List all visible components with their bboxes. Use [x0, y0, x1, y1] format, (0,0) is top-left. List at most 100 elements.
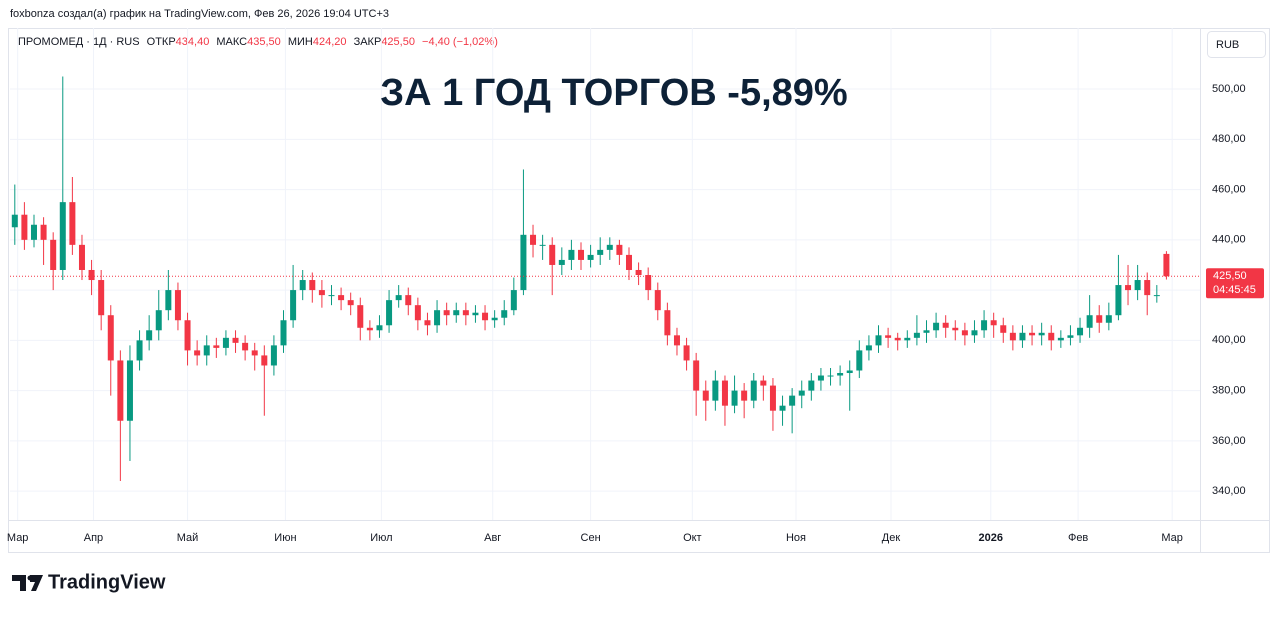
- candle-body: [779, 405, 786, 411]
- candle-body: [30, 224, 37, 240]
- last-price-badge: [1206, 268, 1264, 299]
- candle-body: [635, 269, 642, 276]
- candle-body: [846, 370, 853, 374]
- candle-body: [1144, 280, 1151, 296]
- chart-frame: [8, 28, 1270, 553]
- y-tick-label: 480,00: [1212, 133, 1246, 145]
- candle-body: [1125, 285, 1132, 291]
- candle-body: [750, 380, 757, 401]
- x-tick-label: Мар: [1161, 532, 1183, 544]
- logo-icon: [12, 575, 43, 591]
- open-value: 434,40: [176, 36, 210, 48]
- candle-body: [760, 380, 767, 386]
- x-tick-label: 2026: [979, 532, 1003, 544]
- candle-body: [1115, 285, 1122, 316]
- currency[interactable]: RUB: [1216, 39, 1239, 51]
- x-tick-label: Апр: [84, 532, 103, 544]
- logo-text: TradingView: [48, 571, 166, 593]
- candle-body: [117, 360, 124, 421]
- candle-body: [98, 280, 105, 316]
- close-label: ЗАКР: [354, 36, 382, 48]
- candle-body: [376, 325, 383, 331]
- candle-body: [395, 295, 402, 301]
- countdown: 04:45:45: [1213, 284, 1256, 296]
- low-value: 424,20: [313, 36, 347, 48]
- candle-body: [875, 335, 882, 346]
- candle-body: [539, 244, 546, 246]
- candle-body: [645, 275, 652, 291]
- x-tick-label: Май: [177, 532, 199, 544]
- candle-body: [971, 330, 978, 336]
- candle-body: [1009, 332, 1016, 341]
- candle-body: [597, 249, 604, 255]
- candle-body: [107, 315, 114, 361]
- x-tick-label: Окт: [683, 532, 702, 544]
- candle-body: [347, 300, 354, 306]
- candle-body: [434, 310, 441, 326]
- candle-body: [386, 300, 393, 326]
- candle-body: [673, 335, 680, 346]
- candle-body: [510, 290, 517, 311]
- candle-body: [904, 337, 911, 341]
- candle-body: [616, 244, 623, 255]
- last-price-label: 425,50: [1213, 270, 1247, 282]
- candle-body: [69, 202, 76, 245]
- candle-body: [606, 244, 613, 250]
- candle-body: [213, 345, 220, 348]
- x-tick-label: Сен: [581, 532, 601, 544]
- candle-body: [414, 305, 421, 321]
- candle-body: [174, 290, 181, 321]
- candle-body: [721, 380, 728, 406]
- candle-body: [1000, 325, 1007, 333]
- currency-button[interactable]: [1207, 31, 1266, 58]
- x-tick-label: Мар: [7, 532, 29, 544]
- candle-body: [837, 373, 844, 376]
- candle-body: [251, 350, 258, 356]
- high-value: 435,50: [247, 36, 281, 48]
- close-value: 425,50: [381, 36, 415, 48]
- candle-body: [942, 322, 949, 328]
- y-tick-label: 340,00: [1212, 485, 1246, 497]
- candle-body: [366, 327, 373, 331]
- candle-body: [798, 390, 805, 396]
- candle-body: [558, 259, 565, 265]
- candle-body: [952, 327, 959, 331]
- candle-body: [482, 312, 489, 321]
- candle-body: [923, 330, 930, 333]
- candle-body: [261, 355, 268, 366]
- candle-body: [1048, 332, 1055, 341]
- x-tick-label: Дек: [882, 532, 901, 544]
- candle-body: [731, 390, 738, 406]
- candle-body: [78, 244, 85, 270]
- x-tick-label: Фев: [1068, 532, 1088, 544]
- candle-body: [453, 310, 460, 316]
- candle-body: [21, 214, 28, 240]
- candle-body: [472, 312, 479, 316]
- y-tick-label: 400,00: [1212, 334, 1246, 346]
- plot: 340,00360,00380,00400,00420,00440,00460,…: [7, 28, 1264, 544]
- candle-body: [270, 345, 277, 366]
- candle-body: [549, 244, 556, 265]
- x-tick-label: Авг: [484, 532, 501, 544]
- candle-body: [520, 234, 527, 291]
- candle-body: [50, 239, 57, 270]
- candle-body: [808, 380, 815, 391]
- candle-body: [424, 320, 431, 326]
- candle-body: [88, 269, 95, 281]
- candle-body: [693, 360, 700, 391]
- candle-body: [1057, 337, 1064, 341]
- candle-body: [462, 310, 469, 316]
- candle-body: [683, 345, 690, 361]
- logo: TradingView: [12, 571, 166, 593]
- candle-body: [146, 330, 153, 341]
- candle-body: [232, 337, 239, 343]
- y-tick-label: 460,00: [1212, 183, 1246, 195]
- candle-body: [587, 254, 594, 260]
- candle-body: [1038, 332, 1045, 336]
- candle-body: [1019, 332, 1026, 341]
- candle-body: [280, 320, 287, 346]
- candle-body: [59, 202, 66, 270]
- candle-body: [194, 350, 201, 356]
- candle-body: [1096, 315, 1103, 323]
